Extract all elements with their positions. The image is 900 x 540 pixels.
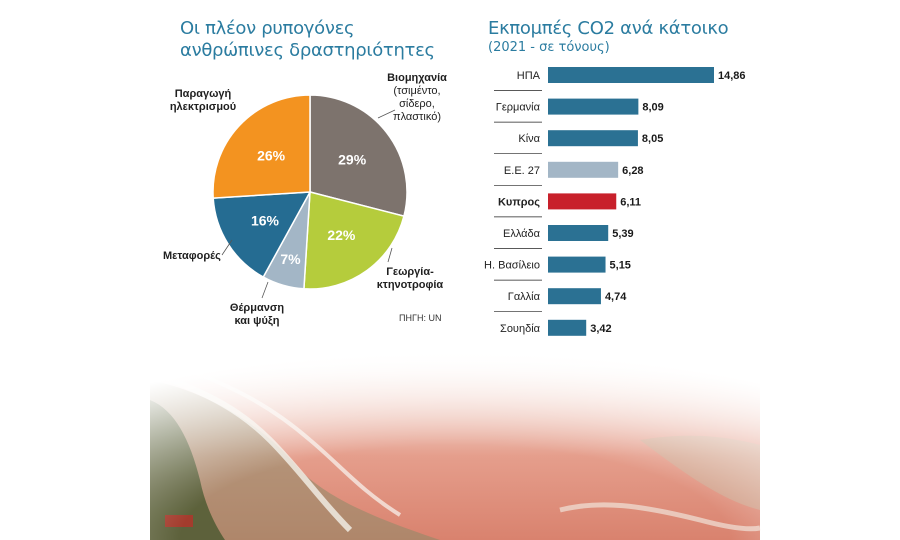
slice-label-agriculture-line-1: Γεωργία- (386, 266, 434, 278)
bar-category-label: Κυπρος (498, 196, 540, 208)
slice-label-agriculture-line-2: κτηνοτροφία (376, 279, 444, 291)
bar-value-label: 6,11 (620, 196, 641, 208)
pie-value-transport: 16% (251, 213, 280, 229)
bar-value-label: 8,05 (642, 133, 663, 145)
pie-value-electricity: 26% (257, 147, 286, 163)
bar (548, 130, 638, 147)
bar (548, 256, 606, 273)
bar-title: Εκπομπές CO2 ανά κάτοικο (488, 18, 729, 39)
slice-label-electricity-line-1: Παραγωγή (174, 88, 232, 100)
bar-value-label: 6,28 (622, 165, 643, 177)
slice-label-industry-line-3: σίδερο, (399, 98, 435, 110)
bar-value-label: 14,86 (718, 70, 746, 82)
pie-title-line-2: ανθρώπινες δραστηριότητες (180, 40, 435, 61)
pie-value-agriculture: 22% (327, 227, 356, 243)
bar-category-label: Γερμανία (496, 102, 541, 114)
bar (548, 161, 619, 178)
bar (548, 67, 714, 83)
slice-label-electricity-line-2: ηλεκτρισμού (169, 101, 237, 113)
slice-label-heating-line-1: Θέρμανση (229, 302, 285, 314)
bar-value-label: 5,15 (610, 260, 631, 272)
pie-value-industry: 29% (338, 151, 367, 167)
pie-title-line-1: Οι πλέον ρυπογόνες (180, 18, 355, 39)
bar (548, 288, 601, 305)
slice-label-electricity: Παραγωγή ηλεκτρισμού (163, 88, 243, 114)
bar-category-label: Σουηδία (500, 323, 541, 335)
pie-value-heating: 7% (280, 251, 301, 267)
bar-value-label: 3,42 (590, 323, 611, 335)
slice-label-transport: Μεταφορές (163, 250, 221, 262)
slice-label-industry-line-4: πλαστικό) (392, 111, 441, 123)
pie-title: Οι πλέον ρυπογόνες ανθρώπινες δραστηριότ… (180, 18, 435, 62)
pie-slice-industry (309, 94, 408, 218)
leader-line-transport (221, 239, 233, 256)
slice-label-agriculture: Γεωργία- κτηνοτροφία (370, 266, 450, 292)
bar-value-label: 5,39 (612, 228, 633, 240)
bar-value-label: 4,74 (605, 291, 627, 303)
bar (548, 193, 617, 210)
bar (548, 225, 609, 241)
pie-slice-transport (212, 191, 312, 279)
pie-slice-electricity (212, 94, 311, 199)
bar-category-label: Κίνα (518, 133, 540, 145)
bar-value-label: 8,09 (642, 102, 663, 114)
bar-subtitle: (2021 - σε τόνους) (488, 40, 610, 55)
leader-line-industry (377, 109, 396, 119)
slice-label-heating-line-2: και ψύξη (234, 315, 280, 327)
bar (548, 319, 587, 336)
slice-label-heating: Θέρμανση και ψύξη (225, 302, 289, 328)
leader-line-heating (261, 281, 269, 299)
pie-slice-agriculture (303, 191, 405, 290)
bar-category-label: ΗΠΑ (517, 70, 541, 82)
leader-line-agriculture (387, 247, 393, 263)
bar-category-label: Η. Βασίλειο (484, 260, 540, 272)
pie-source: ΠΗΓΗ: UN (399, 313, 442, 323)
slice-label-industry: Βιομηχανία (τσιμέντο, σίδερο, πλαστικό) (385, 72, 449, 124)
bar-category-label: Ελλάδα (503, 228, 541, 240)
slice-label-industry-line-1: Βιομηχανία (387, 72, 447, 84)
bar-category-label: Γαλλία (508, 291, 541, 303)
bar-category-label: Ε.Ε. 27 (504, 165, 540, 177)
slice-label-industry-line-2: (τσιμέντο, (393, 85, 441, 97)
bar (548, 98, 639, 115)
